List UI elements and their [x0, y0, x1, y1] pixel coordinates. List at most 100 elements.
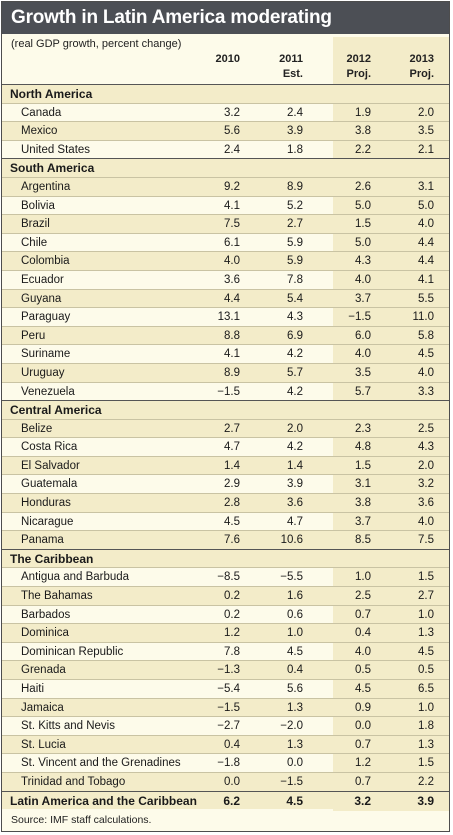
value-cell: 11.0	[412, 311, 434, 324]
section-label: South America	[10, 161, 95, 176]
projection-cell-shade	[333, 531, 449, 549]
table-row: Belize 2.7 2.0 2.3 2.5	[2, 418, 449, 438]
value-cell: −5.5	[280, 571, 303, 584]
value-cell: 1.5	[355, 459, 371, 472]
value-cell: 2.7	[287, 218, 303, 231]
projection-cell-shade	[333, 85, 449, 103]
value-cell: 10.6	[280, 534, 303, 547]
value-cell: 1.3	[418, 627, 434, 640]
value-cell: 0.0	[355, 720, 371, 733]
value-cell: −2.0	[280, 720, 303, 733]
column-header-2013: 2013 Proj.	[409, 53, 434, 80]
projection-cell-shade	[333, 549, 449, 568]
value-cell: 0.7	[355, 738, 371, 751]
table-row: Grenada −1.3 0.4 0.5 0.5	[2, 660, 449, 679]
value-cell: 7.6	[224, 534, 240, 547]
value-cell: 7.8	[287, 273, 303, 286]
table-row: Dominica 1.2 1.0 0.4 1.3	[2, 623, 449, 642]
value-cell: 2.4	[287, 106, 303, 119]
value-cell: 5.6	[287, 683, 303, 695]
projection-cell-shade	[333, 475, 449, 494]
country-name: Brazil	[21, 218, 50, 231]
value-cell: 2.5	[355, 590, 371, 603]
value-cell: 1.4	[224, 459, 240, 472]
projection-cell-shade	[333, 308, 449, 326]
value-cell: 3.2	[224, 106, 240, 119]
value-cell: 4.0	[224, 255, 240, 268]
value-cell: −1.3	[217, 664, 240, 677]
country-name: Uruguay	[21, 366, 65, 379]
value-cell: 2.0	[418, 459, 434, 472]
value-cell: 0.4	[287, 664, 303, 677]
value-cell: 5.0	[355, 236, 371, 249]
table-row: Panama 7.6 10.6 8.5 7.5	[2, 530, 449, 549]
table-row: Paraguay 13.1 4.3 −1.5 11.0	[2, 307, 449, 326]
value-cell: 0.5	[418, 664, 434, 677]
value-cell: 5.6	[224, 125, 240, 138]
value-cell: 5.0	[355, 199, 371, 212]
projection-cell-shade	[333, 494, 449, 512]
value-cell: 6.1	[224, 236, 240, 249]
total-row: Latin America and the Caribbean 6.2 4.5 3.2…	[2, 790, 449, 810]
country-name: St. Kitts and Nevis	[21, 720, 115, 733]
value-cell: 0.5	[355, 664, 371, 677]
table-row: El Salvador 1.4 1.4 1.5 2.0	[2, 455, 449, 475]
column-header-2012: 2012 Proj.	[346, 53, 371, 80]
value-cell: 1.8	[287, 143, 303, 156]
table-row: Argentina 9.2 8.9 2.6 3.1	[2, 176, 449, 196]
value-cell: 0.0	[287, 757, 303, 770]
projection-cell-shade	[333, 680, 449, 698]
value-cell: 3.5	[355, 366, 371, 379]
value-cell: 8.5	[355, 534, 371, 547]
table-row: Haiti −5.4 5.6 4.5 6.5	[2, 679, 449, 698]
value-cell: 3.9	[287, 125, 303, 138]
value-cell: 2.2	[355, 143, 371, 156]
projection-cell-shade	[333, 772, 449, 791]
value-cell: 3.1	[355, 478, 371, 491]
table-row: Nicarague 4.5 4.7 3.7 4.0	[2, 511, 449, 531]
country-name: Ecuador	[21, 273, 64, 286]
table-body: North America Canada 3.2 2.4 1.9 2.0 Mexico 5.6…	[2, 84, 449, 810]
projection-cell-shade	[333, 159, 449, 177]
projection-cell-shade	[333, 363, 449, 382]
section-header-row: North America	[2, 84, 449, 103]
value-cell: 5.7	[355, 385, 371, 398]
value-cell: 1.2	[224, 627, 240, 640]
value-cell: 3.1	[418, 180, 434, 193]
value-cell: 2.1	[418, 143, 434, 156]
section-header-row: The Caribbean	[2, 548, 449, 568]
value-cell: −8.5	[217, 571, 240, 584]
value-cell: 4.7	[287, 515, 303, 528]
value-cell: 5.2	[287, 199, 303, 212]
value-cell: 1.2	[355, 757, 371, 770]
table-row: Peru 8.8 6.9 6.0 5.8	[2, 325, 449, 345]
country-name: Belize	[21, 422, 53, 435]
value-cell: 4.1	[224, 199, 240, 212]
country-name: Bolivia	[21, 199, 55, 212]
value-cell: 2.7	[224, 422, 240, 435]
projection-cell-shade	[333, 717, 449, 735]
value-cell: 4.7	[224, 441, 240, 454]
value-cell: 2.6	[355, 180, 371, 193]
value-cell: 5.4	[287, 292, 303, 305]
country-name: Colombia	[21, 255, 70, 268]
value-cell: 7.8	[224, 645, 240, 658]
value-cell: 4.2	[287, 348, 303, 361]
table-row: St. Vincent and the Grenadines −1.8 0.0 1.2…	[2, 753, 449, 772]
value-cell: 4.2	[287, 385, 303, 398]
value-cell: 2.3	[355, 422, 371, 435]
value-cell: 9.2	[224, 180, 240, 193]
value-cell: 3.2	[354, 793, 371, 808]
table-title: Growth in Latin America moderating	[11, 7, 332, 28]
table-row: Guatemala 2.9 3.9 3.1 3.2	[2, 474, 449, 494]
table-row: Bolivia 4.1 5.2 5.0 5.0	[2, 195, 449, 215]
value-cell: 2.5	[418, 422, 434, 435]
value-cell: 4.4	[418, 255, 434, 268]
value-cell: 3.3	[418, 385, 434, 398]
source-note: Source: IMF staff calculations.	[11, 814, 152, 826]
value-cell: 6.5	[418, 683, 434, 695]
table-row: Costa Rica 4.7 4.2 4.8 4.3	[2, 437, 449, 456]
value-cell: 3.7	[355, 515, 371, 528]
value-cell: 1.0	[287, 627, 303, 640]
value-cell: 1.5	[355, 218, 371, 231]
